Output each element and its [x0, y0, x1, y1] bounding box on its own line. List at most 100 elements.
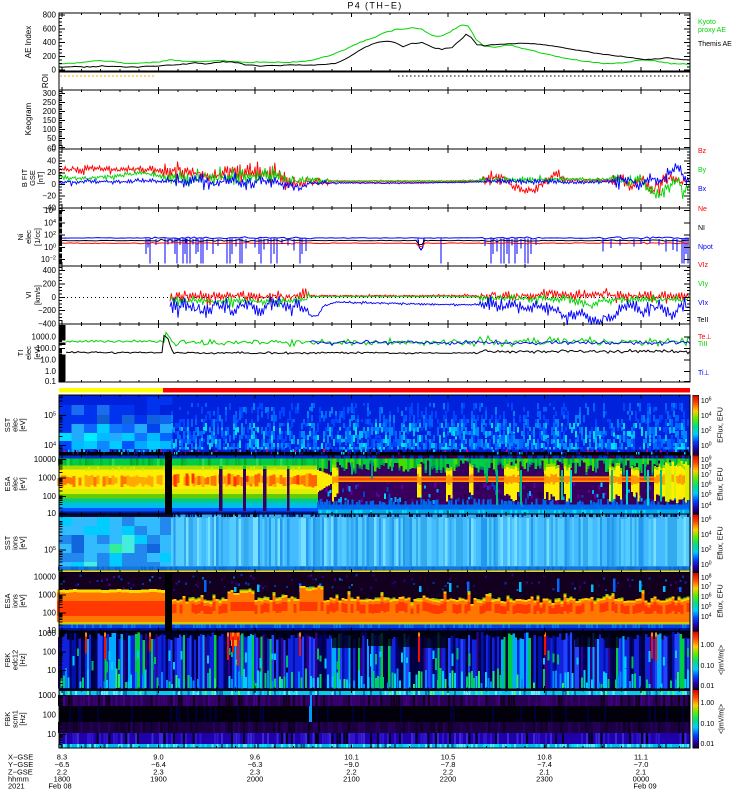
svg-text:100: 100 [43, 609, 57, 618]
svg-text:104: 104 [701, 531, 712, 540]
svg-text:10.8: 10.8 [537, 753, 552, 762]
svg-text:FBK: FBK [3, 712, 12, 727]
svg-text:VIz: VIz [698, 262, 709, 269]
svg-text:VIx: VIx [698, 300, 709, 307]
svg-text:104: 104 [44, 218, 56, 227]
svg-text:Kyoto: Kyoto [698, 19, 716, 26]
svg-text:−200: −200 [38, 306, 57, 315]
svg-text:[1/cc]: [1/cc] [33, 228, 42, 246]
svg-text:−9.0: −9.0 [344, 760, 359, 769]
svg-text:2.2: 2.2 [346, 768, 356, 777]
svg-text:Y−GSE: Y−GSE [8, 760, 33, 769]
svg-text:1.00: 1.00 [701, 700, 715, 707]
svg-text:Npot: Npot [698, 244, 713, 251]
svg-text:2.3: 2.3 [250, 768, 260, 777]
svg-text:102: 102 [44, 231, 56, 240]
svg-text:1000.0: 1000.0 [32, 333, 57, 342]
svg-text:[eV]: [eV] [18, 594, 27, 607]
svg-text:109: 109 [701, 456, 712, 465]
svg-text:1000: 1000 [38, 591, 56, 600]
svg-text:600: 600 [43, 24, 57, 33]
svg-text:105: 105 [44, 411, 56, 420]
svg-text:8.3: 8.3 [57, 753, 67, 762]
svg-text:Feb 09: Feb 09 [633, 782, 656, 791]
svg-text:elec: elec [11, 477, 20, 491]
svg-text:[nT]: [nT] [36, 172, 45, 185]
svg-text:0.01: 0.01 [701, 741, 715, 748]
svg-text:[Hz]: [Hz] [18, 712, 27, 725]
svg-text:SST: SST [3, 417, 12, 432]
svg-text:9.6: 9.6 [250, 753, 260, 762]
svg-text:TiII: TiII [698, 341, 708, 348]
svg-text:100: 100 [43, 125, 57, 134]
svg-text:10.1: 10.1 [344, 753, 359, 762]
svg-text:[km/s]: [km/s] [33, 285, 42, 305]
svg-text:2100: 2100 [343, 775, 360, 784]
svg-text:106: 106 [701, 593, 712, 602]
svg-text:107: 107 [701, 583, 712, 592]
svg-text:10: 10 [47, 666, 56, 675]
svg-text:2.2: 2.2 [57, 768, 67, 777]
svg-text:200: 200 [43, 107, 57, 116]
svg-text:106: 106 [701, 397, 712, 406]
svg-text:−40: −40 [42, 203, 56, 212]
svg-text:11.1: 11.1 [634, 753, 648, 762]
svg-text:VIy: VIy [698, 281, 709, 288]
svg-text:0.10: 0.10 [701, 721, 715, 728]
svg-text:50: 50 [47, 134, 56, 143]
svg-text:106: 106 [701, 516, 712, 525]
svg-text:10: 10 [47, 626, 56, 635]
svg-text:<|mV/m|>: <|mV/m|> [719, 704, 726, 734]
svg-text:400: 400 [43, 38, 57, 47]
svg-text:10.5: 10.5 [441, 753, 456, 762]
svg-text:Themis AE: Themis AE [698, 41, 732, 48]
svg-text:100: 100 [44, 243, 56, 252]
svg-text:ions: ions [11, 594, 20, 608]
svg-text:AE Index: AE Index [24, 26, 33, 58]
svg-text:106: 106 [44, 206, 56, 215]
svg-text:Eflux, EFU: Eflux, EFU [718, 584, 725, 617]
svg-text:−6.3: −6.3 [248, 760, 263, 769]
svg-text:9.0: 9.0 [153, 753, 163, 762]
svg-text:[eV]: [eV] [18, 418, 27, 431]
svg-text:Z−GSE: Z−GSE [8, 768, 33, 777]
svg-text:10: 10 [47, 509, 56, 518]
svg-text:20: 20 [47, 168, 56, 177]
svg-text:EFlux, EFU: EFlux, EFU [718, 407, 725, 443]
svg-text:TI: TI [16, 350, 25, 357]
svg-text:100: 100 [701, 442, 712, 451]
svg-text:Ni: Ni [16, 233, 25, 240]
svg-text:−400: −400 [38, 319, 57, 328]
svg-text:1900: 1900 [150, 775, 167, 784]
svg-text:−6.5: −6.5 [55, 760, 70, 769]
svg-text:−7.4: −7.4 [537, 760, 552, 769]
svg-text:0.01: 0.01 [701, 683, 715, 690]
svg-text:102: 102 [701, 427, 712, 436]
svg-text:X−GSE: X−GSE [8, 753, 33, 762]
svg-text:100: 100 [43, 711, 57, 720]
svg-text:[eV]: [eV] [18, 536, 27, 549]
svg-text:scm1: scm1 [11, 710, 20, 728]
svg-text:proxy AE: proxy AE [698, 27, 726, 34]
svg-text:0: 0 [52, 66, 57, 75]
svg-text:2.1: 2.1 [539, 768, 549, 777]
svg-text:[Hz]: [Hz] [18, 653, 27, 666]
svg-text:102: 102 [701, 546, 712, 555]
svg-text:FBK: FBK [3, 653, 12, 668]
svg-text:−7.0: −7.0 [634, 760, 649, 769]
svg-text:[eV]: [eV] [33, 346, 42, 359]
svg-text:0000: 0000 [633, 775, 650, 784]
svg-text:105: 105 [701, 491, 712, 500]
svg-text:SST: SST [3, 535, 12, 550]
svg-text:Eflux, EFU: Eflux, EFU [718, 526, 725, 559]
svg-text:NI: NI [698, 225, 705, 232]
svg-text:108: 108 [701, 463, 712, 472]
svg-text:elec: elec [24, 346, 33, 360]
svg-text:10: 10 [47, 730, 56, 739]
svg-text:By: By [698, 167, 707, 174]
svg-text:0.10: 0.10 [701, 663, 715, 670]
svg-text:[eV]: [eV] [18, 477, 27, 490]
svg-text:104: 104 [701, 412, 712, 421]
svg-text:300: 300 [43, 89, 57, 98]
svg-text:106: 106 [701, 481, 712, 490]
